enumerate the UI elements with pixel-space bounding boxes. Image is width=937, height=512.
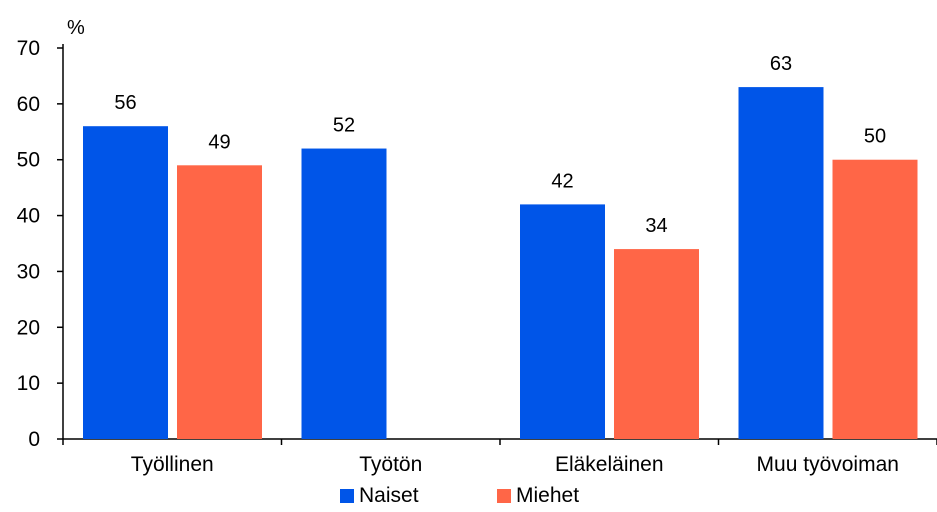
data-label: 63: [770, 53, 792, 75]
bar-miehet-2: [614, 249, 699, 439]
x-category-label: Eläkeläinen: [555, 453, 664, 476]
legend-item-miehet: Miehet: [497, 484, 579, 508]
legend-label-naiset: Naiset: [359, 484, 419, 507]
y-tick-label: 30: [17, 260, 40, 283]
x-category-label: Työtön: [359, 453, 422, 476]
bar-naiset-1: [301, 148, 387, 440]
legend-item-naiset: Naiset: [340, 484, 419, 508]
x-category-label: Työllinen: [131, 453, 214, 476]
bars: [83, 87, 918, 440]
bar-miehet-0: [177, 165, 262, 440]
data-label: 42: [551, 170, 573, 192]
bar-miehet-3: [832, 159, 918, 439]
y-tick-label: 0: [28, 428, 40, 451]
data-label: 34: [645, 215, 667, 237]
data-label: 49: [208, 131, 230, 153]
bar-naiset-0: [83, 126, 168, 439]
legend-label-miehet: Miehet: [516, 484, 580, 507]
bar-naiset-3: [738, 87, 824, 439]
legend-swatch-miehet: [497, 489, 511, 503]
y-axis: 0 10 20 30 40 50 60 70: [17, 37, 64, 451]
y-tick-label: 20: [17, 316, 40, 339]
bar-naiset-2: [520, 204, 605, 439]
y-tick-label: 40: [17, 205, 40, 228]
y-unit-label: %: [67, 17, 85, 39]
bar-chart: 0 10 20 30 40 50 60 70 Työllinen Työtön Eläkeläin…: [17, 17, 937, 476]
x-category-label: Muu työvoiman: [757, 453, 899, 476]
y-tick-label: 50: [17, 149, 40, 172]
data-label: 56: [114, 92, 136, 114]
data-label: 52: [333, 115, 355, 137]
legend-swatch-naiset: [340, 489, 354, 503]
data-labels: 56 52 42 63 49 34 50: [114, 53, 886, 237]
y-tick-label: 60: [17, 93, 40, 116]
y-tick-label: 10: [17, 372, 40, 395]
data-label: 50: [864, 126, 886, 148]
y-tick-label: 70: [17, 37, 40, 60]
